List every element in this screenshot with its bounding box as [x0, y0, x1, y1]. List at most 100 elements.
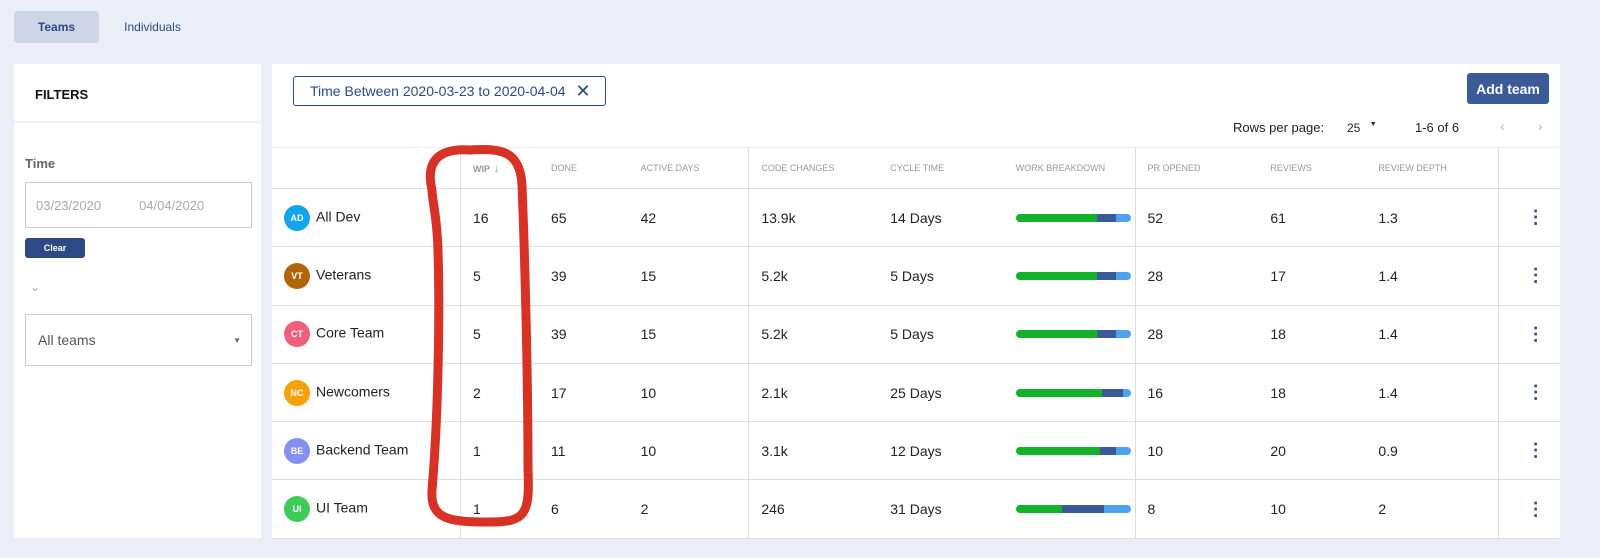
teams-table-panel: Time Between 2020-03-23 to 2020-04-04 ✕ … — [272, 64, 1560, 539]
filter-chip[interactable]: Time Between 2020-03-23 to 2020-04-04 ✕ — [293, 76, 606, 106]
chevron-down-icon[interactable]: ⌄ — [30, 280, 41, 294]
done-cell: 65 — [538, 188, 629, 248]
team-cell[interactable]: NC Newcomers — [272, 363, 461, 423]
breakdown-segment-refactor — [1097, 271, 1116, 280]
wip-cell: 2 — [459, 363, 539, 423]
avatar: UI — [284, 496, 310, 523]
pr-cell: 8 — [1134, 479, 1259, 539]
depth-cell: 1.4 — [1366, 305, 1499, 364]
work-breakdown-cell — [1003, 479, 1136, 539]
work-breakdown-cell — [1003, 421, 1136, 481]
active-cell: 10 — [628, 363, 749, 423]
work-breakdown-cell — [1003, 246, 1136, 306]
work-breakdown-bar — [1015, 213, 1131, 222]
column-header[interactable]: ACTIVE DAYS — [628, 147, 749, 189]
more-options-icon[interactable]: ⋮ — [1498, 246, 1560, 306]
table-row[interactable]: CT Core Team 5 39 15 5.2k 5 Days 28 18 1.4 ⋮ — [272, 305, 1560, 364]
avatar: NC — [284, 379, 310, 406]
active-cell: 15 — [628, 246, 749, 306]
code-cell: 5.2k — [748, 305, 879, 364]
code-cell: 5.2k — [748, 246, 879, 306]
clear-button[interactable]: Clear — [25, 238, 85, 258]
filters-panel: FILTERS Time 03/23/2020 04/04/2020 Clear… — [14, 64, 261, 538]
team-cell[interactable]: AD All Dev — [272, 188, 461, 248]
filters-title: FILTERS — [14, 64, 261, 123]
tab-individuals[interactable]: Individuals — [124, 20, 181, 34]
more-options-icon[interactable]: ⋮ — [1498, 363, 1560, 423]
rows-per-page-value: 25 — [1347, 121, 1361, 135]
prev-page-icon[interactable]: ‹ — [1500, 118, 1505, 134]
breakdown-segment-refactor — [1101, 388, 1123, 397]
done-cell: 6 — [538, 479, 629, 539]
team-name[interactable]: Backend Team — [316, 441, 409, 458]
next-page-icon[interactable]: › — [1538, 118, 1543, 134]
start-date[interactable]: 03/23/2020 — [36, 197, 102, 213]
rows-per-page-select[interactable]: 25 ▼ — [1347, 121, 1377, 135]
caret-down-icon: ▼ — [1369, 121, 1377, 128]
column-header[interactable]: REVIEWS — [1258, 147, 1367, 189]
done-cell: 39 — [538, 246, 629, 306]
work-breakdown-bar — [1015, 388, 1131, 397]
team-cell[interactable]: CT Core Team — [272, 305, 461, 364]
pr-cell: 16 — [1134, 363, 1259, 423]
close-icon[interactable]: ✕ — [575, 80, 591, 101]
active-cell: 10 — [628, 421, 749, 481]
more-options-icon[interactable]: ⋮ — [1498, 479, 1560, 539]
reviews-cell: 61 — [1258, 188, 1367, 248]
table-row[interactable]: AD All Dev 16 65 42 13.9k 14 Days 52 61 1.3 ⋮ — [272, 188, 1560, 248]
table-row[interactable]: UI UI Team 1 6 2 246 31 Days 8 10 2 ⋮ — [272, 479, 1560, 539]
team-name[interactable]: UI Team — [316, 499, 368, 516]
table-row[interactable]: NC Newcomers 2 17 10 2.1k 25 Days 16 18 1.4 ⋮ — [272, 363, 1560, 423]
filter-chip-label: Time Between 2020-03-23 to 2020-04-04 — [310, 83, 566, 99]
team-select[interactable]: All teams ▼ — [25, 314, 252, 366]
add-team-button[interactable]: Add team — [1467, 73, 1549, 104]
breakdown-segment-rework — [1115, 446, 1131, 455]
column-header[interactable]: DONE — [538, 147, 629, 189]
table-row[interactable]: VT Veterans 5 39 15 5.2k 5 Days 28 17 1.4 ⋮ — [272, 246, 1560, 306]
teams-table: WIP ↓ DONE ACTIVE DAYS CODE CHANGES CYCLE TI… — [272, 147, 1560, 539]
column-header[interactable]: REVIEW DEPTH — [1366, 147, 1499, 189]
column-header-label: DONE — [550, 163, 577, 173]
column-header — [272, 147, 461, 189]
done-cell: 17 — [538, 363, 629, 423]
column-header — [1498, 147, 1560, 189]
column-header-label: CYCLE TIME — [890, 163, 945, 173]
work-breakdown-cell — [1003, 305, 1136, 364]
column-header[interactable]: PR OPENED — [1134, 147, 1259, 189]
wip-cell: 5 — [459, 305, 539, 364]
team-cell[interactable]: UI UI Team — [272, 479, 461, 539]
breakdown-segment-new — [1015, 446, 1100, 455]
end-date[interactable]: 04/04/2020 — [139, 197, 205, 213]
sort-desc-icon[interactable]: ↓ — [490, 161, 500, 175]
breakdown-segment-rework — [1115, 330, 1131, 339]
column-header[interactable]: CODE CHANGES — [748, 147, 879, 189]
active-cell: 15 — [628, 305, 749, 364]
wip-cell: 16 — [459, 188, 539, 248]
work-breakdown-bar — [1015, 505, 1131, 514]
work-breakdown-bar — [1015, 446, 1131, 455]
work-breakdown-bar — [1015, 271, 1131, 280]
more-options-icon[interactable]: ⋮ — [1498, 305, 1560, 364]
more-options-icon[interactable]: ⋮ — [1498, 421, 1560, 481]
column-header[interactable]: WIP ↓ — [459, 147, 539, 189]
table-row[interactable]: BE Backend Team 1 11 10 3.1k 12 Days 10 20 0.9 ⋮ — [272, 421, 1560, 481]
column-header-label: REVIEW DEPTH — [1378, 163, 1447, 173]
column-header[interactable]: CYCLE TIME — [878, 147, 1004, 189]
reviews-cell: 20 — [1258, 421, 1367, 481]
breakdown-segment-refactor — [1097, 213, 1116, 222]
tab-teams[interactable]: Teams — [14, 11, 99, 43]
team-name[interactable]: Newcomers — [316, 383, 390, 400]
date-range-input[interactable]: 03/23/2020 04/04/2020 — [25, 182, 252, 228]
depth-cell: 0.9 — [1366, 421, 1499, 481]
team-name[interactable]: All Dev — [316, 208, 361, 225]
code-cell: 2.1k — [748, 363, 879, 423]
team-name[interactable]: Core Team — [316, 324, 385, 341]
team-name[interactable]: Veterans — [316, 266, 372, 283]
team-cell[interactable]: VT Veterans — [272, 246, 461, 306]
more-options-icon[interactable]: ⋮ — [1498, 188, 1560, 248]
breakdown-segment-refactor — [1097, 330, 1116, 339]
team-cell[interactable]: BE Backend Team — [272, 421, 461, 481]
column-header[interactable]: WORK BREAKDOWN — [1003, 147, 1136, 189]
avatar: CT — [284, 321, 310, 348]
work-breakdown-bar — [1015, 330, 1131, 339]
